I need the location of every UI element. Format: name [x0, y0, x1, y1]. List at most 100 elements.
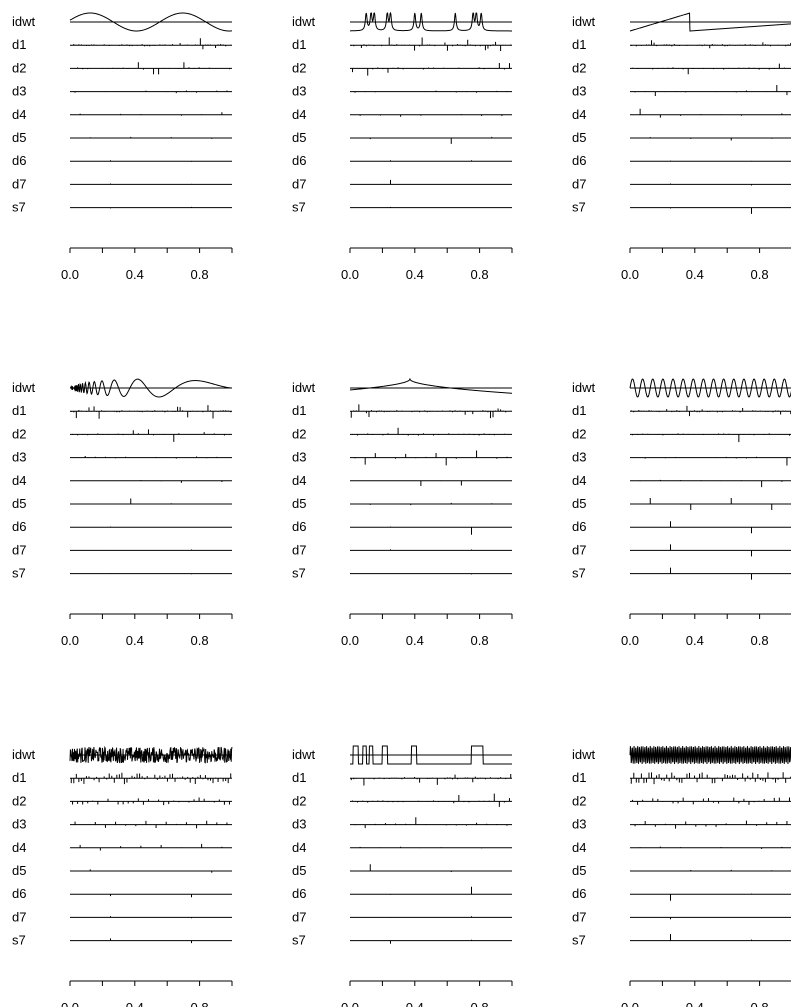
- x-tick-label: 0.8: [751, 1000, 769, 1007]
- row-d5-coefficients: [369, 864, 493, 873]
- idwt-trace: [350, 745, 512, 765]
- row-d3-coefficients: [74, 820, 228, 829]
- row-label-s7: s7: [572, 933, 586, 948]
- row-d2-coefficients: [72, 429, 230, 442]
- panel-spikes: idwt d1 d2 d3 d4 d5 d6 d7 s7 0.0 0.4 0.8: [292, 11, 513, 282]
- row-label-d2: d2: [292, 60, 306, 75]
- row-label-idwt: idwt: [12, 380, 36, 395]
- x-tick-label: 0.0: [621, 633, 639, 648]
- row-d2-coefficients: [72, 62, 230, 75]
- row-label-d3: d3: [572, 84, 586, 99]
- x-tick-label: 0.4: [686, 1000, 704, 1007]
- x-tick-label: 0.4: [686, 267, 704, 282]
- row-label-d6: d6: [292, 519, 306, 534]
- row-d2-coefficients: [72, 797, 230, 806]
- row-d6-coefficients: [390, 526, 472, 535]
- row-d4-coefficients: [79, 480, 223, 483]
- row-d2-coefficients: [352, 427, 510, 436]
- panel-sine: idwt d1 d2 d3 d4 d5 d6 d7 s7 0.0 0.4 0.8: [12, 12, 233, 282]
- panel-noise: idwt d1 d2 d3 d4 d5 d6 d7 s7 0.0 0.4 0.8: [12, 745, 233, 1007]
- x-tick-label: 0.4: [406, 1000, 424, 1007]
- row-label-d6: d6: [292, 886, 306, 901]
- row-d3-coefficients: [74, 90, 228, 94]
- row-label-d6: d6: [12, 519, 26, 534]
- x-tick-label: 0.0: [61, 633, 79, 648]
- row-label-d7: d7: [292, 909, 306, 924]
- row-label-d4: d4: [572, 473, 586, 488]
- x-tick-label: 0.0: [61, 1000, 79, 1007]
- row-label-d1: d1: [572, 37, 586, 52]
- row-label-d5: d5: [572, 863, 586, 878]
- row-s7-coefficients: [390, 206, 472, 209]
- x-tick-label: 0.8: [191, 633, 209, 648]
- row-label-d1: d1: [572, 403, 586, 418]
- x-tick-label: 0.4: [406, 633, 424, 648]
- row-d3-coefficients: [634, 84, 788, 97]
- row-label-d4: d4: [572, 840, 586, 855]
- row-label-idwt: idwt: [292, 747, 316, 762]
- row-d5-coefficients: [89, 136, 213, 139]
- row-d7-coefficients: [110, 916, 192, 919]
- row-d5-coefficients: [89, 498, 213, 505]
- row-label-d7: d7: [572, 542, 586, 557]
- row-label-d2: d2: [12, 793, 26, 808]
- row-label-s7: s7: [572, 200, 586, 215]
- row-d4-coefficients: [639, 479, 783, 488]
- row-d6-coefficients: [390, 160, 472, 162]
- x-tick-label: 0.0: [341, 267, 359, 282]
- row-d5-coefficients: [369, 136, 493, 144]
- row-d1-coefficients: [70, 38, 232, 50]
- row-label-s7: s7: [12, 200, 26, 215]
- row-s7-coefficients: [670, 567, 752, 580]
- row-label-d7: d7: [292, 542, 306, 557]
- row-d2-coefficients: [352, 62, 510, 76]
- row-d7-coefficients: [390, 179, 472, 185]
- row-label-d1: d1: [292, 37, 306, 52]
- row-label-s7: s7: [292, 933, 306, 948]
- row-label-d5: d5: [292, 863, 306, 878]
- row-label-d6: d6: [572, 153, 586, 168]
- panel-oscillation: idwt d1 d2 d3 d4 d5 d6 d7 s7 0.0 0.4 0.8: [572, 378, 791, 648]
- x-tick-label: 0.0: [341, 1000, 359, 1007]
- row-d7-coefficients: [390, 916, 472, 918]
- x-tick-label: 0.4: [126, 1000, 144, 1007]
- row-d4-coefficients: [359, 480, 503, 486]
- x-tick-label: 0.8: [471, 1000, 489, 1007]
- row-d1-coefficients: [630, 40, 791, 49]
- row-d6-coefficients: [670, 893, 752, 901]
- row-d1-coefficients: [350, 774, 512, 786]
- row-label-d2: d2: [12, 426, 26, 441]
- row-label-d2: d2: [572, 426, 586, 441]
- x-tick-label: 0.4: [406, 267, 424, 282]
- row-label-d2: d2: [572, 60, 586, 75]
- row-label-d2: d2: [292, 793, 306, 808]
- x-tick-label: 0.0: [621, 267, 639, 282]
- x-tick-label: 0.8: [751, 267, 769, 282]
- row-d3-coefficients: [354, 817, 508, 829]
- row-d5-coefficients: [369, 502, 493, 506]
- idwt-trace: [629, 12, 791, 32]
- row-label-d4: d4: [292, 473, 306, 488]
- row-label-idwt: idwt: [292, 380, 316, 395]
- x-tick-label: 0.8: [751, 633, 769, 648]
- idwt-trace: [69, 745, 233, 764]
- row-d1-coefficients: [630, 772, 791, 785]
- panel-ramp: idwt d1 d2 d3 d4 d5 d6 d7 s7 0.0 0.4 0.8: [572, 12, 791, 282]
- panel-highfreq: idwt d1 d2 d3 d4 d5 d6 d7 s7 0.0 0.4 0.8: [572, 745, 791, 1007]
- row-label-s7: s7: [12, 566, 26, 581]
- row-s7-coefficients: [110, 573, 192, 575]
- row-label-d3: d3: [12, 450, 26, 465]
- row-label-d7: d7: [572, 176, 586, 191]
- row-label-d3: d3: [12, 84, 26, 99]
- row-d2-coefficients: [632, 433, 790, 443]
- row-d4-coefficients: [639, 108, 783, 118]
- row-d2-coefficients: [352, 793, 510, 807]
- row-label-d5: d5: [572, 496, 586, 511]
- row-s7-coefficients: [670, 934, 752, 941]
- row-label-d5: d5: [12, 130, 26, 145]
- row-d3-coefficients: [74, 455, 228, 459]
- row-d4-coefficients: [79, 843, 223, 851]
- row-label-s7: s7: [292, 200, 306, 215]
- row-label-d2: d2: [572, 793, 586, 808]
- row-label-d1: d1: [572, 770, 586, 785]
